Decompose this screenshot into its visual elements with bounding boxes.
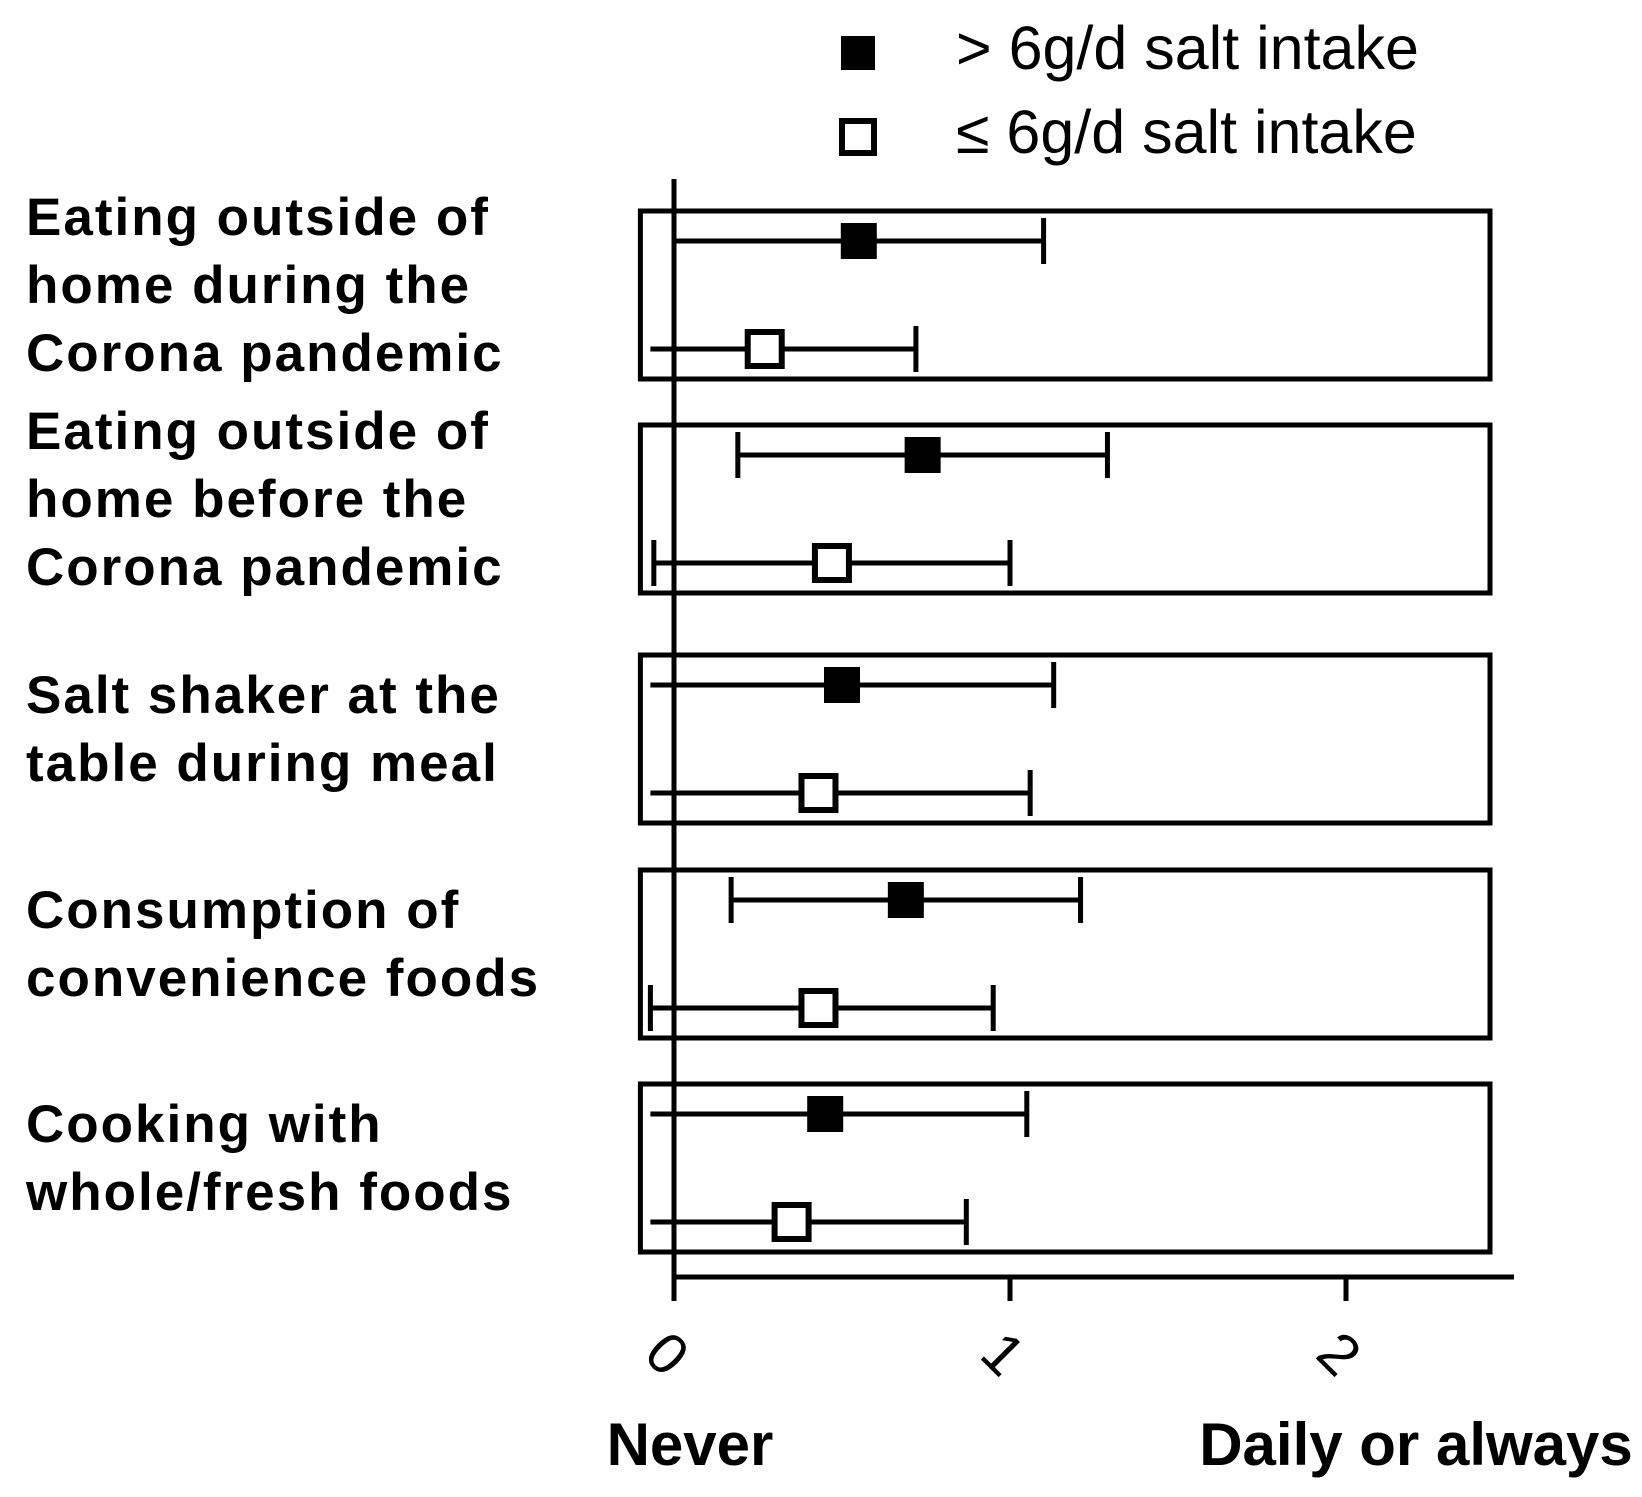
category-label: Corona pandemic [26, 538, 504, 597]
x-tick-label: 0 [633, 1320, 702, 1389]
marker [811, 543, 852, 583]
category-label: Salt shaker at the [26, 666, 501, 725]
panel-box [637, 1081, 1493, 1255]
marker [807, 1096, 844, 1132]
x-annotation-high: Daily or always [1199, 1411, 1633, 1478]
x-tick-label: 1 [969, 1320, 1038, 1389]
category-label: Consumption of [26, 881, 460, 940]
marker [798, 988, 839, 1028]
x-tick-label: 2 [1305, 1320, 1374, 1389]
category-label: whole/fresh foods [25, 1163, 513, 1222]
panel-box [637, 422, 1493, 596]
category-label: Corona pandemic [26, 324, 504, 383]
legend-label: > 6g/d salt intake [956, 14, 1419, 82]
legend-marker [841, 36, 875, 70]
legend-label: ≤ 6g/d salt intake [956, 98, 1417, 166]
marker [771, 1202, 812, 1242]
category-label: Cooking with [26, 1095, 383, 1154]
category-label: Eating outside of [26, 402, 490, 461]
panel-box [637, 652, 1493, 826]
legend-marker [839, 118, 877, 156]
category-label: home before the [26, 470, 468, 529]
panel-box [637, 208, 1493, 382]
category-label: home during the [26, 256, 471, 315]
marker [840, 223, 877, 259]
category-label: Eating outside of [26, 188, 490, 247]
marker [744, 329, 785, 369]
marker [824, 667, 860, 703]
marker [887, 882, 924, 918]
category-label: convenience foods [26, 949, 540, 1008]
x-annotation-low: Never [607, 1411, 774, 1478]
marker [798, 773, 839, 813]
category-label: table during meal [26, 734, 499, 793]
marker [904, 437, 941, 473]
panel-box [637, 867, 1493, 1041]
